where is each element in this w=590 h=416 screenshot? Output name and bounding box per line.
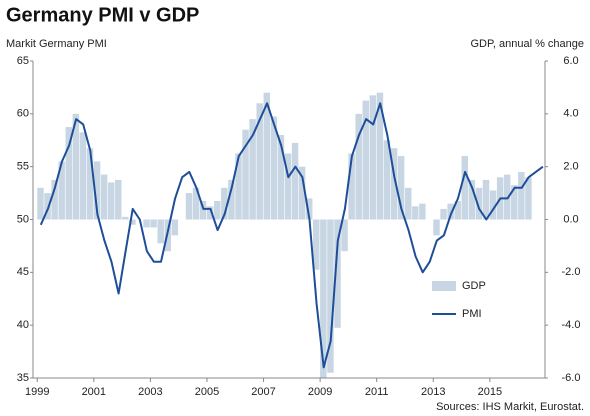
x-tick-label: 2001 bbox=[82, 386, 106, 398]
bar bbox=[518, 171, 525, 220]
bar bbox=[256, 103, 263, 220]
bar bbox=[355, 113, 362, 220]
bar bbox=[277, 134, 285, 220]
bar bbox=[284, 153, 292, 220]
y2-tick-label: 6.0 bbox=[563, 55, 578, 67]
bar bbox=[79, 132, 87, 220]
bar bbox=[107, 182, 115, 220]
y2-tick-label: -4.0 bbox=[562, 319, 581, 331]
bar bbox=[298, 166, 306, 220]
bar bbox=[86, 148, 94, 220]
bar bbox=[37, 187, 44, 220]
bar bbox=[129, 219, 136, 225]
y-axis-label: Markit Germany PMI bbox=[6, 38, 107, 50]
bar bbox=[150, 219, 157, 228]
bar bbox=[468, 179, 476, 220]
bar bbox=[461, 156, 469, 220]
bar bbox=[433, 219, 440, 236]
bar bbox=[199, 201, 207, 220]
y-tick-label: 45 bbox=[17, 266, 29, 278]
bar bbox=[383, 140, 391, 220]
bar bbox=[270, 116, 278, 220]
bar bbox=[206, 206, 214, 220]
y-tick-label: 60 bbox=[17, 108, 29, 120]
bar bbox=[525, 177, 532, 220]
y2-tick-label: -6.0 bbox=[562, 372, 581, 384]
line bbox=[39, 102, 544, 369]
y2-tick-label: 4.0 bbox=[563, 108, 578, 120]
chart-title: Germany PMI v GDP bbox=[6, 4, 199, 26]
y-tick-label: 40 bbox=[17, 319, 29, 331]
bar bbox=[419, 203, 426, 220]
bar bbox=[489, 190, 497, 220]
bar bbox=[143, 219, 150, 228]
bar bbox=[362, 100, 370, 220]
x-tick-label: 2007 bbox=[251, 386, 275, 398]
y-tick-label: 55 bbox=[17, 161, 29, 173]
y-tick-label: 50 bbox=[17, 213, 29, 225]
bar bbox=[185, 193, 193, 220]
x-tick-label: 2013 bbox=[421, 386, 445, 398]
bar bbox=[397, 156, 405, 220]
bar bbox=[93, 161, 101, 220]
bar bbox=[65, 127, 73, 220]
bar bbox=[440, 208, 447, 220]
y2-tick-label: 0.0 bbox=[563, 213, 578, 225]
bar bbox=[369, 95, 377, 220]
x-tick-label: 2015 bbox=[478, 386, 502, 398]
legend-label: GDP bbox=[462, 280, 486, 292]
y-tick-label: 65 bbox=[17, 55, 29, 67]
bar bbox=[376, 92, 384, 220]
legend-swatch bbox=[432, 281, 456, 291]
bar bbox=[221, 187, 228, 220]
bar bbox=[263, 92, 271, 220]
bar bbox=[242, 129, 249, 220]
bar bbox=[475, 187, 483, 220]
bar bbox=[122, 216, 129, 220]
bar bbox=[51, 179, 58, 220]
x-tick-label: 2009 bbox=[308, 386, 332, 398]
bar bbox=[313, 219, 320, 270]
bar bbox=[192, 187, 200, 220]
legend-label: PMI bbox=[462, 308, 482, 320]
bar bbox=[482, 179, 490, 220]
bar bbox=[327, 219, 334, 373]
x-tick-label: 2011 bbox=[365, 386, 389, 398]
bar bbox=[390, 148, 398, 220]
x-tick-label: 2005 bbox=[195, 386, 219, 398]
bar bbox=[320, 219, 327, 378]
y2-tick-label: -2.0 bbox=[562, 266, 581, 278]
bar bbox=[171, 219, 179, 236]
y2-axis-label: GDP, annual % change bbox=[470, 38, 584, 50]
bar bbox=[115, 179, 122, 220]
y2-tick-label: 2.0 bbox=[563, 161, 578, 173]
bar bbox=[412, 206, 419, 220]
bar bbox=[334, 219, 341, 328]
bar bbox=[348, 153, 355, 220]
y-tick-label: 35 bbox=[17, 372, 29, 384]
bar bbox=[100, 174, 108, 220]
bar bbox=[291, 142, 299, 220]
bar bbox=[58, 161, 65, 220]
bar bbox=[214, 201, 221, 220]
bar bbox=[404, 187, 412, 220]
x-tick-label: 1999 bbox=[25, 386, 49, 398]
source-note: Sources: IHS Markit, Eurostat. bbox=[436, 401, 584, 413]
bar bbox=[72, 113, 80, 220]
bar bbox=[228, 179, 235, 220]
bar bbox=[157, 219, 164, 244]
bar bbox=[249, 119, 256, 220]
bar bbox=[305, 198, 313, 220]
bar bbox=[511, 185, 518, 220]
bar bbox=[235, 153, 242, 220]
bar bbox=[341, 219, 348, 252]
bar bbox=[44, 193, 51, 220]
bar bbox=[454, 201, 461, 220]
bar bbox=[447, 203, 454, 220]
x-tick-label: 2003 bbox=[138, 386, 162, 398]
